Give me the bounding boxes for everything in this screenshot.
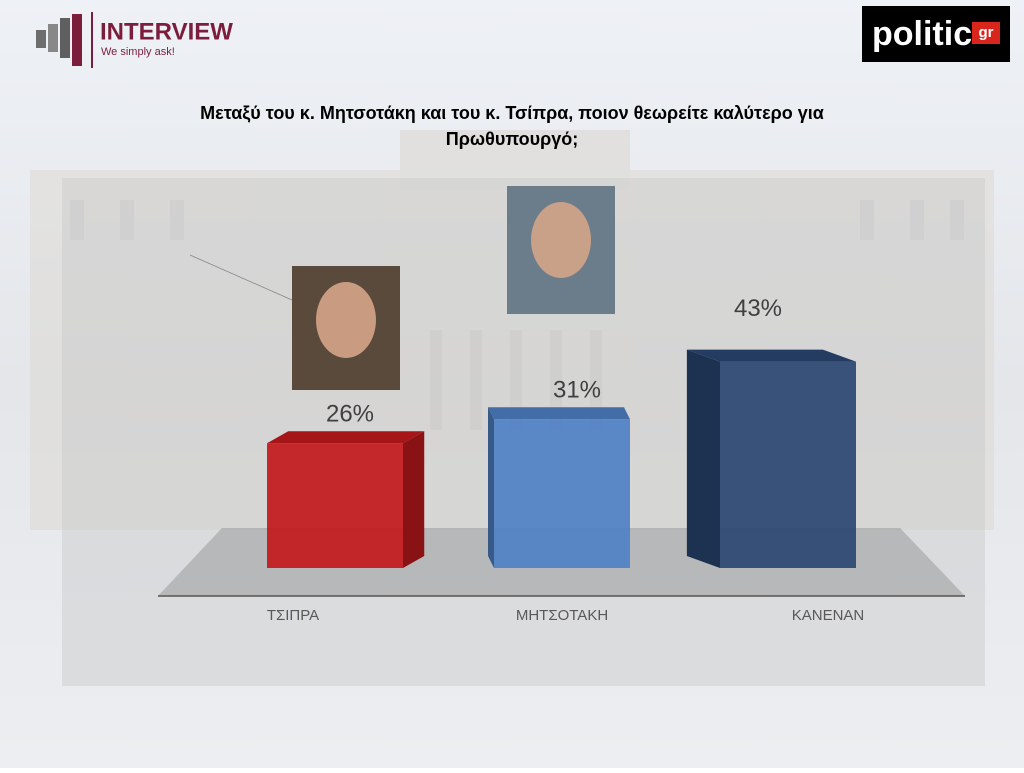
x-tick-label: ΤΣΙΠΡΑ [267,607,319,624]
bar [267,443,403,568]
title-box: Μεταξύ του κ. Μητσοτάκη και του κ. Τσίπρ… [200,103,824,149]
photo-face [531,202,591,278]
bar-top [267,431,425,444]
value-label: 31% [553,377,601,404]
bar [720,361,856,568]
x-tick-label: ΜΗΤΣΟΤΑΚΗ [516,607,608,624]
brand-suffix: gr [979,24,994,41]
bar-side [488,407,494,568]
politic-logo: politic gr [862,6,1010,62]
interview-logo: INTERVIEW We simply ask! [36,12,233,68]
bar-top [488,407,630,420]
logo-name: INTERVIEW [100,18,233,45]
bar-side [403,431,425,568]
x-tick-label: ΚΑΝΕΝΑΝ [792,607,865,624]
bar [494,419,630,568]
bar-side [686,349,720,568]
photo-face [316,282,376,358]
brand: politic [872,15,972,53]
chart-title: Μεταξύ του κ. Μητσοτάκη και του κ. Τσίπρ… [200,103,824,149]
value-label: 43% [734,295,782,322]
decor-line [189,254,293,301]
bar-top [686,349,856,362]
value-label: 26% [326,401,374,428]
logo-tagline: We simply ask! [101,46,175,58]
